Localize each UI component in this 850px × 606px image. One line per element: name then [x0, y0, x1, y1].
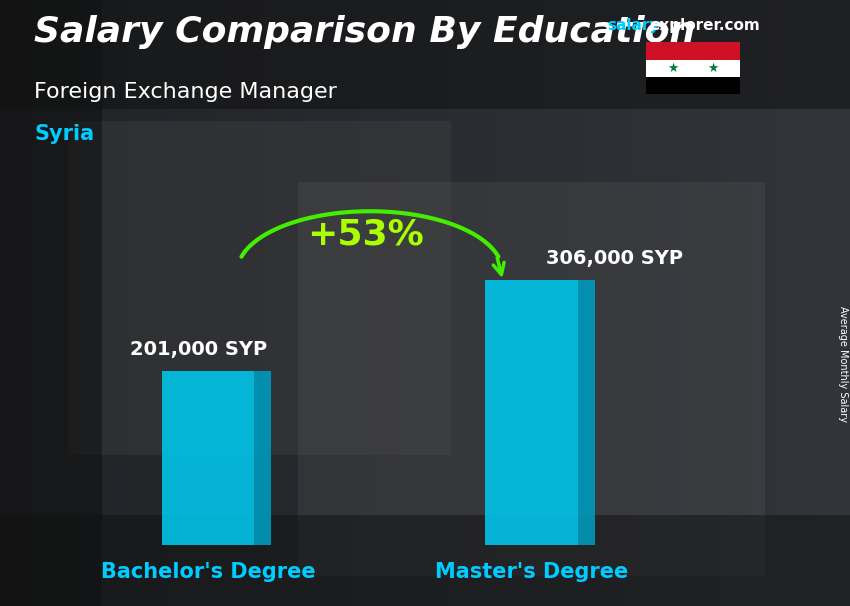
Text: Average Monthly Salary: Average Monthly Salary	[838, 305, 848, 422]
Polygon shape	[254, 371, 271, 545]
Bar	[298, 182, 765, 576]
Text: explorer.com: explorer.com	[649, 18, 760, 33]
Bar	[162, 371, 254, 545]
Text: 201,000 SYP: 201,000 SYP	[130, 341, 268, 359]
Text: ★: ★	[707, 62, 718, 75]
Text: +53%: +53%	[307, 218, 423, 251]
Text: salary: salary	[608, 18, 660, 33]
Bar	[68, 121, 450, 454]
Bar	[646, 59, 740, 77]
Text: Salary Comparison By Education: Salary Comparison By Education	[34, 15, 695, 49]
Text: ★: ★	[667, 62, 678, 75]
Text: Syria: Syria	[34, 124, 94, 144]
Text: 306,000 SYP: 306,000 SYP	[547, 250, 683, 268]
Bar	[485, 281, 578, 545]
Bar	[0, 515, 850, 606]
Polygon shape	[578, 281, 594, 545]
Bar	[0, 0, 850, 109]
Bar	[0, 0, 102, 606]
Bar	[646, 77, 740, 94]
Text: Foreign Exchange Manager: Foreign Exchange Manager	[34, 82, 337, 102]
Bar	[646, 42, 740, 59]
